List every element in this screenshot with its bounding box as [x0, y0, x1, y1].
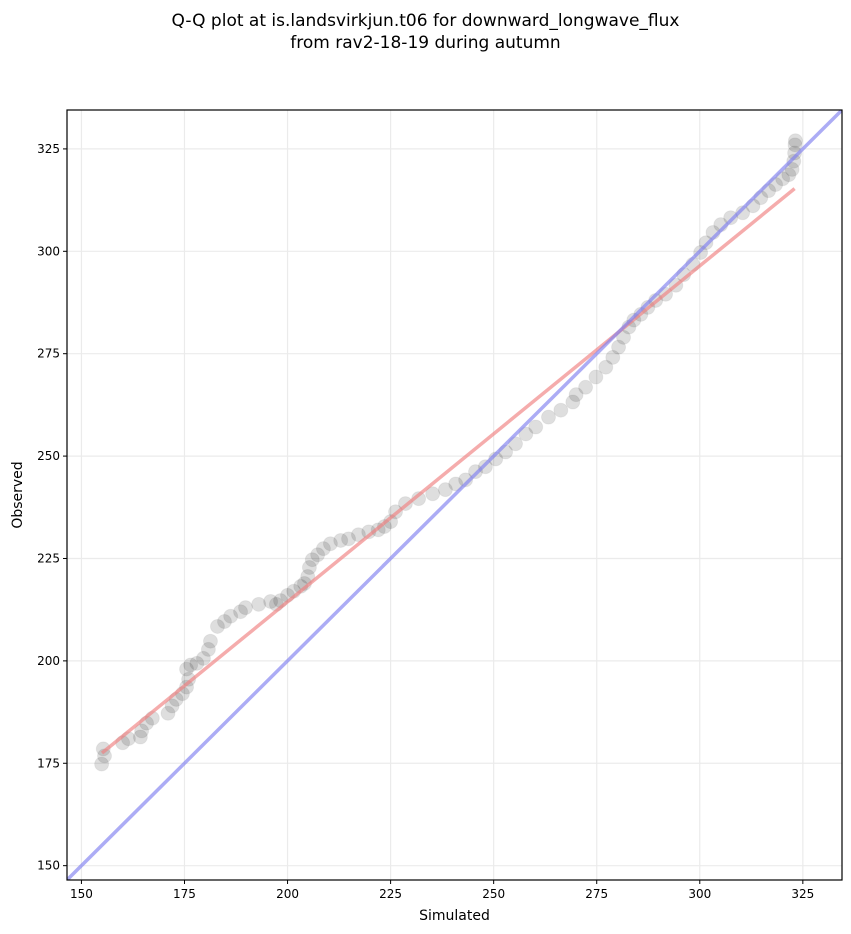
data-point — [437, 482, 453, 498]
data-point — [181, 671, 197, 687]
x-tick-label: 175 — [173, 887, 196, 901]
data-point — [578, 379, 594, 395]
y-tick-label: 300 — [37, 244, 60, 258]
data-point — [723, 210, 739, 226]
data-point — [237, 600, 253, 616]
ticks-layer: 150 175 200 225 250 275 300 325 150 175 200 225 250 2… — [37, 142, 814, 901]
x-axis-label: Simulated — [419, 908, 490, 924]
data-point — [310, 547, 326, 563]
x-tick-label: 275 — [585, 887, 608, 901]
data-point — [518, 426, 534, 442]
data-point — [565, 394, 581, 410]
y-tick-label: 200 — [37, 654, 60, 668]
data-point — [540, 409, 556, 425]
x-tick-label: 150 — [70, 887, 93, 901]
data-point — [223, 608, 239, 624]
y-tick-label: 275 — [37, 347, 60, 361]
data-point — [350, 527, 366, 543]
data-point — [787, 133, 803, 149]
y-tick-label: 325 — [37, 142, 60, 156]
data-point — [179, 679, 195, 695]
x-tick-label: 225 — [379, 887, 402, 901]
data-point — [425, 486, 441, 502]
regression-fit-line — [100, 187, 796, 755]
data-point — [568, 387, 584, 403]
data-point — [448, 476, 464, 492]
data-point — [787, 145, 803, 161]
data-point — [304, 552, 320, 568]
data-point — [611, 339, 627, 355]
x-tick-label: 300 — [688, 887, 711, 901]
x-tick-label: 200 — [276, 887, 299, 901]
data-point — [322, 536, 338, 552]
data-point — [784, 161, 800, 177]
data-point — [341, 531, 357, 547]
data-point — [605, 349, 621, 365]
data-point — [315, 541, 331, 557]
y-tick-label: 225 — [37, 551, 60, 565]
data-point — [786, 153, 802, 169]
data-point — [775, 171, 791, 187]
x-tick-label: 250 — [482, 887, 505, 901]
chart-title-line-2: from rav2-18-19 during autumn — [290, 33, 561, 53]
data-point — [301, 559, 317, 575]
y-tick-label: 150 — [37, 859, 60, 873]
data-point — [164, 698, 180, 714]
data-point — [195, 650, 211, 666]
data-point — [189, 655, 205, 671]
x-tick-label: 325 — [791, 887, 814, 901]
data-point — [787, 137, 803, 153]
data-point — [94, 756, 110, 772]
data-point — [458, 472, 474, 488]
data-point — [333, 532, 349, 548]
data-point — [616, 329, 632, 345]
data-point — [233, 604, 249, 620]
y-axis-label: Observed — [10, 461, 26, 528]
data-point — [134, 723, 150, 739]
data-point — [132, 729, 148, 745]
chart-title-line-1: Q-Q plot at is.landsvirkjun.t06 for down… — [171, 11, 680, 31]
data-point — [263, 593, 279, 609]
data-point — [781, 167, 797, 183]
y-tick-label: 250 — [37, 449, 60, 463]
data-point — [735, 205, 751, 221]
data-point — [200, 641, 216, 657]
one-to-one-line — [67, 110, 842, 880]
data-point — [160, 705, 176, 721]
data-point — [553, 402, 569, 418]
data-point — [95, 741, 111, 757]
grid-layer — [67, 110, 842, 880]
data-point — [209, 618, 225, 634]
data-point — [216, 614, 232, 630]
axes-frame — [66, 109, 843, 881]
data-point — [598, 359, 614, 375]
data-point — [588, 369, 604, 385]
chart-title: Q-Q plot at is.landsvirkjun.t06 for down… — [0, 10, 851, 54]
data-point — [251, 596, 267, 612]
data-point — [183, 657, 199, 673]
data-point — [202, 633, 218, 649]
points-layer — [94, 133, 803, 772]
lines-layer — [67, 110, 842, 880]
y-tick-label: 175 — [37, 756, 60, 770]
data-point — [528, 419, 544, 435]
data-point — [179, 661, 195, 677]
